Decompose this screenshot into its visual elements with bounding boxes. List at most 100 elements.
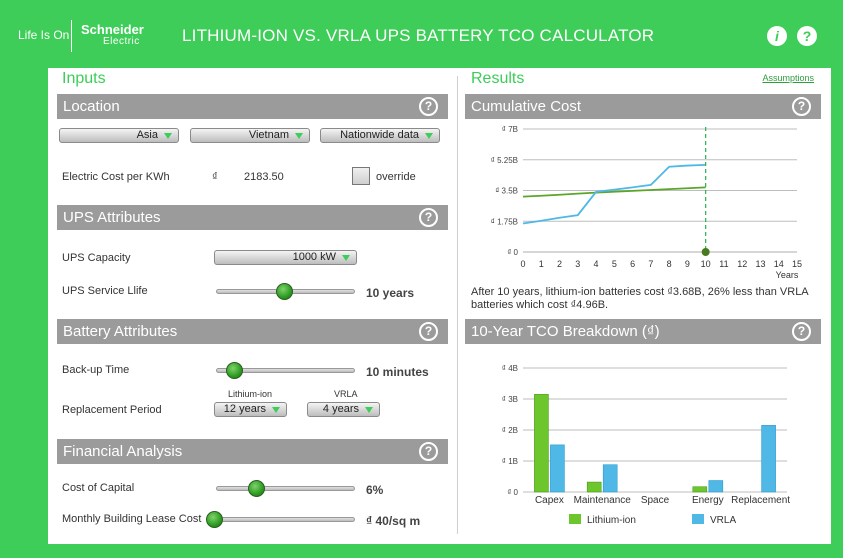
x-tick-label: 1	[539, 259, 544, 269]
y-tick-label: ₫ 4B	[502, 364, 518, 373]
x-tick-label: 13	[755, 259, 765, 269]
x-tick-label: 0	[520, 259, 525, 269]
lease-cost-slider[interactable]	[216, 517, 355, 522]
main-panel	[48, 68, 831, 544]
bar-capex-lithium-ion	[534, 394, 549, 493]
ups-help-icon[interactable]: ?	[419, 208, 438, 227]
chevron-down-icon	[272, 407, 280, 413]
data-scope-value: Nationwide data	[340, 129, 419, 141]
cost-of-capital-slider-handle[interactable]	[248, 480, 265, 497]
category-label: Replacement	[731, 495, 790, 506]
bar-energy-vrla	[708, 480, 724, 493]
category-label: Space	[641, 495, 670, 506]
chevron-down-icon	[295, 133, 303, 139]
y-tick-label: ₫ 0	[507, 488, 518, 497]
country-dropdown[interactable]: Vietnam	[190, 128, 310, 143]
app-title: LITHIUM-ION VS. VRLA UPS BATTERY TCO CAL…	[182, 26, 655, 45]
category-label: Maintenance	[574, 495, 632, 506]
brand-divider	[71, 20, 72, 52]
section-location-title: Location	[63, 98, 120, 115]
section-battery: Battery Attributes ?	[57, 319, 448, 344]
chevron-down-icon	[365, 407, 373, 413]
bar-replacement-vrla	[761, 425, 776, 493]
service-life-slider-handle[interactable]	[276, 283, 293, 300]
bar-maintenance-vrla	[602, 464, 618, 493]
electric-cost-value: 2183.50	[244, 171, 284, 183]
cumulative-cost-chart: ₫ 0₫ 1.75B₫ 3.5B₫ 5.25B₫ 7B0 1 2 3 4 5 6 7 8 9 10 1…	[491, 125, 802, 280]
series-line-lithium-ion	[522, 186, 706, 198]
cost-of-capital-label: Cost of Capital	[62, 482, 135, 494]
section-tco-breakdown: 10-Year TCO Breakdown (₫) ?	[465, 319, 821, 344]
lithium-ion-column-label: Lithium-ion	[228, 389, 273, 399]
bar-energy-lithium-ion	[692, 486, 708, 493]
section-ups: UPS Attributes ?	[57, 205, 448, 230]
chevron-down-icon	[164, 133, 172, 139]
x-tick-label: 7	[648, 259, 653, 269]
x-tick-label: 15	[792, 259, 802, 269]
year-marker-handle	[701, 248, 710, 256]
y-tick-label: ₫ 5.25B	[491, 156, 518, 165]
x-tick-label: 9	[685, 259, 690, 269]
x-tick-label: 11	[719, 259, 728, 269]
override-checkbox[interactable]	[352, 167, 370, 185]
data-scope-dropdown[interactable]: Nationwide data	[320, 128, 440, 143]
lease-cost-slider-handle[interactable]	[206, 511, 223, 528]
backup-time-value: 10 minutes	[366, 365, 429, 379]
results-title: Results	[471, 70, 525, 87]
section-financial: Financial Analysis ?	[57, 439, 448, 464]
lease-cost-value: ₫ 40/sq m	[366, 514, 421, 528]
help-icon[interactable]: ?	[797, 26, 817, 46]
service-life-value: 10 years	[366, 286, 415, 300]
cumulative-help-icon[interactable]: ?	[792, 97, 811, 116]
breakdown-help-icon[interactable]: ?	[792, 322, 811, 341]
results-caption: After 10 years, lithium-ion batteries co…	[471, 286, 809, 311]
brand-sub: Electric	[103, 36, 140, 47]
financial-help-icon[interactable]: ?	[419, 442, 438, 461]
x-tick-label: 5	[612, 259, 617, 269]
vrla-replacement-dropdown[interactable]: 4 years	[307, 402, 380, 417]
tco-breakdown-chart: ₫ 0 ₫ 1B ₫ 2B ₫ 3B ₫ 4B Capex Maintenance Space…	[502, 364, 790, 526]
brand-name: Schneider	[81, 22, 144, 37]
assumptions-link[interactable]: Assumptions	[762, 73, 814, 83]
legend-swatch	[692, 514, 704, 524]
x-tick-label: 8	[667, 259, 672, 269]
y-tick-label: ₫ 0	[507, 248, 518, 257]
y-tick-label: ₫ 1.75B	[491, 217, 518, 226]
lithium-ion-replacement-dropdown[interactable]: 12 years	[214, 402, 287, 417]
override-label: override	[376, 171, 416, 183]
replacement-period-label: Replacement Period	[62, 404, 162, 416]
section-cumulative-title: Cumulative Cost	[471, 98, 582, 115]
y-tick-label: ₫ 2B	[502, 426, 518, 435]
backup-time-slider-handle[interactable]	[226, 362, 243, 379]
x-tick-label: 14	[774, 259, 784, 269]
section-cumulative-cost: Cumulative Cost ?	[465, 94, 821, 119]
category-label: Capex	[535, 495, 564, 506]
currency-symbol: ₫	[212, 171, 218, 183]
ups-capacity-dropdown[interactable]: 1000 kW	[214, 250, 357, 265]
backup-time-slider[interactable]	[216, 368, 355, 373]
section-ups-title: UPS Attributes	[63, 209, 161, 226]
backup-time-label: Back-up Time	[62, 364, 130, 376]
x-tick-label: 3	[575, 259, 580, 269]
series-line-vrla	[522, 163, 706, 225]
bar-capex-vrla	[550, 444, 565, 493]
battery-help-icon[interactable]: ?	[419, 322, 438, 341]
y-tick-label: ₫ 7B	[502, 125, 518, 134]
ups-capacity-value: 1000 kW	[292, 251, 336, 263]
y-tick-label: ₫ 3B	[502, 395, 518, 404]
section-financial-title: Financial Analysis	[63, 443, 183, 460]
vrla-column-label: VRLA	[334, 389, 358, 399]
section-breakdown-title: 10-Year TCO Breakdown (₫)	[471, 323, 660, 340]
y-tick-label: ₫ 1B	[502, 457, 518, 466]
section-location: Location ?	[57, 94, 448, 119]
x-tick-label: 12	[737, 259, 747, 269]
chevron-down-icon	[425, 133, 433, 139]
info-icon[interactable]: i	[767, 26, 787, 46]
lithium-ion-replacement-value: 12 years	[223, 403, 266, 415]
tagline: Life Is On	[18, 28, 70, 42]
cost-of-capital-slider[interactable]	[216, 486, 355, 491]
vrla-replacement-value: 4 years	[322, 403, 359, 415]
region-dropdown[interactable]: Asia	[59, 128, 179, 143]
y-tick-label: ₫ 3.5B	[495, 187, 518, 196]
location-help-icon[interactable]: ?	[419, 97, 438, 116]
